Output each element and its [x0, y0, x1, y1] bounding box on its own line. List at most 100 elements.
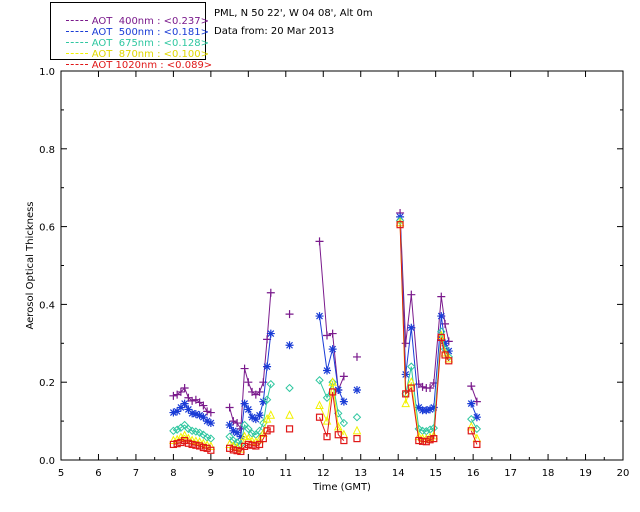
data-point-3 [247, 436, 257, 445]
legend-entry-870: AOT 870nm : <0.100> [53, 38, 209, 60]
y-tick-label: 0.6 [39, 223, 55, 234]
data-point-4 [473, 440, 481, 449]
data-point-4 [233, 447, 241, 455]
legend-swatch-500 [65, 31, 88, 33]
data-point-0 [244, 378, 253, 387]
data-point-0 [323, 331, 332, 340]
legend-label-500: AOT 500nm : <0.181> [91, 27, 209, 38]
series-line-4 [399, 224, 450, 443]
data-point-2 [195, 428, 204, 437]
series-line-4 [319, 391, 345, 441]
data-point-1 [251, 415, 260, 424]
data-point-0 [401, 339, 410, 348]
data-point-1 [285, 341, 294, 350]
data-point-1 [315, 312, 324, 321]
data-point-0 [206, 408, 215, 417]
data-point-3 [466, 421, 476, 431]
data-point-4 [177, 438, 185, 447]
data-point-0 [467, 382, 476, 391]
data-point-0 [472, 397, 481, 406]
data-point-4 [226, 444, 234, 452]
data-point-0 [352, 352, 361, 361]
x-tick-label: 14 [392, 468, 405, 479]
data-point-2 [229, 436, 238, 445]
data-point-3 [255, 434, 264, 444]
data-point-1 [266, 329, 275, 338]
y-tick-label: 0.0 [39, 456, 55, 467]
data-point-1 [244, 405, 253, 414]
data-point-1 [472, 413, 481, 422]
data-point-4 [396, 221, 404, 229]
data-point-1 [414, 403, 423, 412]
data-point-4 [229, 446, 237, 454]
data-point-4 [207, 446, 215, 454]
data-point-4 [267, 425, 275, 433]
data-point-2 [255, 426, 264, 436]
data-point-3 [195, 436, 204, 446]
data-point-4 [437, 333, 445, 342]
data-point-1 [437, 312, 446, 321]
legend-entry-675: AOT 675nm : <0.128> [53, 27, 209, 49]
data-point-1 [180, 399, 189, 408]
data-point-1 [203, 417, 212, 426]
data-point-2 [184, 424, 193, 434]
legend-entry-1020: AOT 1020nm : <0.089> [53, 49, 212, 71]
data-point-4 [422, 438, 430, 446]
data-point-1 [236, 432, 245, 441]
data-point-4 [467, 427, 475, 435]
legend-entry-400: AOT 400nm : <0.237> [53, 5, 209, 27]
legend-label-400: AOT 400nm : <0.237> [91, 16, 209, 27]
data-point-4 [255, 440, 264, 449]
data-point-0 [180, 384, 189, 393]
data-point-1 [328, 345, 337, 354]
data-point-2 [352, 413, 362, 422]
data-point-0 [169, 391, 178, 400]
data-point-1 [339, 397, 348, 406]
x-tick-label: 6 [95, 468, 101, 479]
data-point-4 [237, 447, 245, 456]
data-point-2 [169, 426, 178, 436]
data-point-3 [176, 432, 186, 441]
data-point-4 [188, 440, 196, 449]
data-point-0 [188, 396, 197, 405]
data-point-0 [176, 387, 185, 396]
data-point-3 [191, 436, 201, 445]
data-point-4 [199, 443, 207, 452]
data-point-4 [329, 388, 337, 396]
legend-entry-500: AOT 500nm : <0.181> [53, 16, 209, 38]
data-point-0 [259, 378, 268, 387]
data-point-2 [407, 362, 416, 371]
data-point-1 [422, 406, 431, 415]
data-point-4 [441, 351, 449, 359]
data-point-0 [285, 310, 294, 319]
data-point-4 [323, 433, 331, 441]
data-point-0 [328, 329, 337, 338]
data-point-3 [315, 400, 324, 410]
data-point-1 [323, 366, 332, 375]
data-point-3 [333, 421, 343, 431]
data-point-2 [244, 424, 253, 434]
y-tick-label: 0.2 [39, 378, 55, 389]
data-point-1 [407, 323, 416, 332]
data-point-1 [255, 411, 264, 420]
data-point-4 [203, 444, 211, 452]
data-point-0 [426, 384, 435, 393]
x-tick-label: 12 [317, 468, 330, 479]
data-point-1 [352, 385, 361, 394]
data-point-2 [437, 327, 446, 336]
data-point-4 [259, 435, 267, 443]
legend-swatch-870 [65, 53, 88, 55]
data-point-1 [191, 410, 200, 419]
data-point-1 [429, 403, 438, 412]
y-tick-label: 0.4 [39, 300, 55, 311]
data-point-4 [415, 436, 423, 445]
data-point-0 [339, 372, 348, 381]
data-point-4 [445, 357, 453, 365]
data-point-0 [418, 382, 427, 391]
data-point-4 [196, 442, 204, 450]
data-point-4 [407, 384, 415, 392]
data-point-4 [248, 441, 256, 449]
data-point-1 [199, 413, 208, 422]
data-point-2 [199, 430, 208, 439]
